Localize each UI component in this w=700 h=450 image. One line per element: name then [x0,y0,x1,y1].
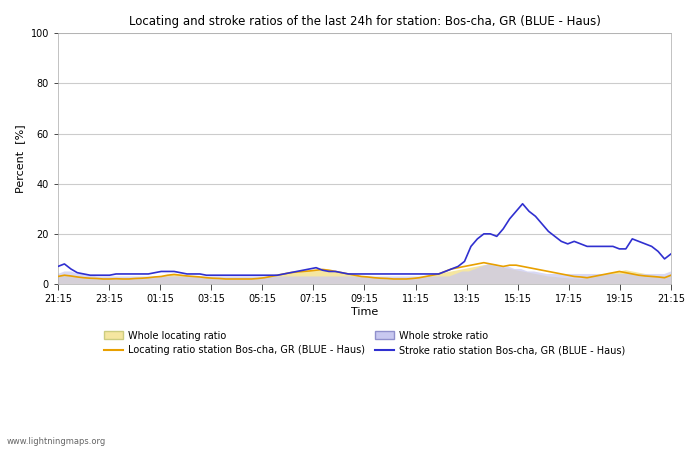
Text: www.lightningmaps.org: www.lightningmaps.org [7,436,106,446]
X-axis label: Time: Time [351,307,378,317]
Y-axis label: Percent  [%]: Percent [%] [15,124,25,193]
Legend: Whole locating ratio, Locating ratio station Bos-cha, GR (BLUE - Haus), Whole st: Whole locating ratio, Locating ratio sta… [100,327,629,360]
Title: Locating and stroke ratios of the last 24h for station: Bos-cha, GR (BLUE - Haus: Locating and stroke ratios of the last 2… [129,15,601,28]
